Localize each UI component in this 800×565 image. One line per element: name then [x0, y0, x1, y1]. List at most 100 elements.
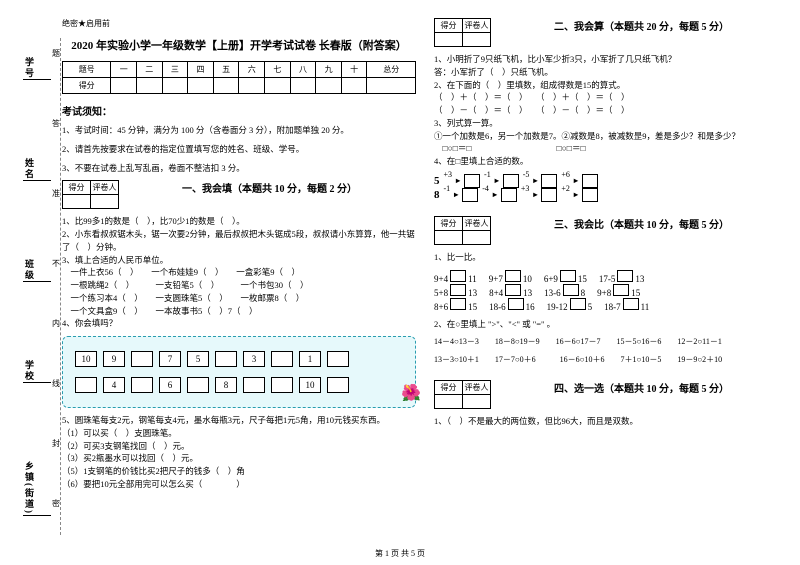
compare-box	[505, 284, 521, 296]
number-cell	[243, 377, 265, 393]
equation-box	[464, 174, 480, 188]
label-underline	[23, 180, 51, 181]
question-line: （1）可以买（ ）支圆珠笔。	[62, 427, 416, 440]
side-char: 不	[52, 258, 60, 269]
label-text: 乡镇(街道)	[23, 461, 36, 515]
question-line: 一根跳绳2（ ） 一支铅笔5（ ） 一个书包30（ ）	[62, 279, 416, 292]
number-cell: 4	[103, 377, 125, 393]
number-row: 1097531	[75, 351, 403, 367]
compare-box	[450, 298, 466, 310]
score-cell: 评卷人	[91, 181, 119, 195]
number-cell	[131, 351, 153, 367]
section-title: 一、我会填（本题共 10 分，每题 2 分）	[123, 180, 416, 195]
compare-item: 8+615	[434, 298, 477, 312]
label-underline	[23, 79, 51, 80]
side-char: 封	[52, 438, 60, 449]
compare-row: 9+4119+7106+91517-513	[434, 270, 788, 284]
score-cell: 评卷人	[463, 216, 491, 230]
binding-label: 姓名	[23, 158, 51, 181]
score-cell: 得分	[63, 181, 91, 195]
score-cell: 评卷人	[463, 19, 491, 33]
compare-subline: 13－3○10＋1 17－7○0＋6 16－6○10＋6 7＋1○10－5 19…	[434, 354, 788, 366]
binding-dashed-line	[60, 38, 61, 535]
score-box: 得分评卷人 一、我会填（本题共 10 分，每题 2 分）	[62, 180, 416, 209]
binding-label: 乡镇(街道)	[23, 461, 51, 516]
compare-box	[508, 298, 524, 310]
compare-row: 5+8138+41313-689+815	[434, 284, 788, 298]
question-line: 3、填上合适的人民币单位。	[62, 254, 416, 267]
number-cell	[271, 351, 293, 367]
number-cell: 8	[215, 377, 237, 393]
teal-number-box: 1097531 46810 🌺	[62, 336, 416, 408]
compare-box	[617, 270, 633, 282]
notice-line: 1、考试时间：45 分钟，满分为 100 分（含卷面分 3 分），附加题单独 2…	[62, 124, 416, 137]
side-char: 答	[52, 118, 60, 129]
label-text: 学校	[23, 360, 36, 382]
question-line: （3）买2瓶墨水可以找回（ ）元。	[62, 452, 416, 465]
number-row: 46810	[75, 377, 403, 393]
section-title: 二、我会算（本题共 20 分，每题 5 分）	[495, 18, 788, 33]
equation-box	[503, 174, 519, 188]
number-cell	[215, 351, 237, 367]
equation-box	[541, 188, 557, 202]
question-line: 答：小军折了（ ）只纸飞机。	[434, 66, 788, 79]
question-line: （5）1支钢笔的价钱比买2把尺子的钱多（ ）角	[62, 465, 416, 478]
label-underline	[23, 281, 51, 282]
binding-label: 班级	[23, 259, 51, 282]
section-title: 三、我会比（本题共 10 分，每题 5 分）	[495, 216, 788, 231]
number-cell: 10	[75, 351, 97, 367]
label-text: 学号	[23, 57, 36, 79]
question-line: （2）可买3支钢笔找回（ ）元。	[62, 440, 416, 453]
side-char: 密	[52, 498, 60, 509]
number-cell: 9	[103, 351, 125, 367]
section-title: 四、选一选（本题共 10 分，每题 5 分）	[495, 380, 788, 395]
label-underline	[23, 382, 51, 383]
question-line: 1、比99多1的数是（ ），比70少1的数是（ ）。	[62, 215, 416, 228]
question-line: （ ）－（ ）＝（ ） （ ）－（ ）＝（ ）	[434, 104, 788, 117]
binding-label: 学号	[23, 57, 51, 80]
number-cell: 3	[243, 351, 265, 367]
compare-item: 9+710	[489, 270, 532, 284]
question-line: 5、圆珠笔每支2元，钢笔每支4元，墨水每瓶3元，尺子每把1元5角，用10元钱买东…	[62, 414, 416, 427]
compare-box	[450, 270, 466, 282]
binding-margin: 题 学号 答 姓名 准 班级 不 内 学校 线 封 乡镇(街道) 密	[12, 18, 62, 555]
compare-item: 9+815	[597, 284, 640, 298]
notice-line: 3、不要在试卷上乱写乱画，卷面不整洁扣 3 分。	[62, 162, 416, 175]
compare-subline: 14－4○13－3 18－8○19－9 16－6○17－7 15－5○16－6 …	[434, 336, 788, 348]
score-cell: 评卷人	[463, 381, 491, 395]
score-cell: 得分	[435, 216, 463, 230]
compare-item: 17-513	[599, 270, 645, 284]
question-line: 一件上衣56（ ） 一个布娃娃9（ ） 一盒彩笔9（ ）	[62, 266, 416, 279]
equation-box	[462, 188, 478, 202]
compare-sub: 2、在○里填上 ">"、"<" 或 "=" 。	[434, 318, 788, 331]
question-line: 2、小东看叔叔锯木头，锯一次要2分钟，最后叔叔把木头锯成5段，叔叔请小东算算，他…	[62, 228, 416, 254]
number-cell: 1	[299, 351, 321, 367]
exam-title: 2020 年实验小学一年级数学【上册】开学考试试卷 长春版（附答案）	[62, 37, 416, 53]
compare-item: 19-125	[547, 298, 593, 312]
side-char: 题	[52, 48, 60, 59]
question-block: 1、比99多1的数是（ ），比70少1的数是（ ）。2、小东看叔叔锯木头，锯一次…	[62, 215, 416, 330]
left-column: 绝密★启用前 2020 年实验小学一年级数学【上册】开学考试试卷 长春版（附答案…	[62, 18, 416, 555]
score-box: 得分评卷人 二、我会算（本题共 20 分，每题 5 分）	[434, 18, 788, 47]
compare-box	[570, 298, 586, 310]
number-cell	[187, 377, 209, 393]
equation-box	[501, 188, 517, 202]
score-box: 得分评卷人 三、我会比（本题共 10 分，每题 5 分）	[434, 216, 788, 245]
number-cell: 10	[299, 377, 321, 393]
question-line: ①一个加数是6，另一个加数是7。②减数是8，被减数昰9，差是多少？和是多少？	[434, 130, 788, 143]
compare-block: 9+4119+7106+91517-5135+8138+41313-689+81…	[434, 270, 788, 312]
equation-block: 5+3▸-1▸-5▸+6▸8-1▸-4▸+3▸+2▸	[434, 174, 788, 202]
content-area: 绝密★启用前 2020 年实验小学一年级数学【上册】开学考试试卷 长春版（附答案…	[62, 18, 788, 555]
number-cell	[327, 377, 349, 393]
equation-box	[582, 188, 598, 202]
number-cell	[75, 377, 97, 393]
compare-item: 13-68	[544, 284, 585, 298]
number-cell: 5	[187, 351, 209, 367]
notice-line: 2、请首先按要求在试卷的指定位置填写您的姓名、班级、学号。	[62, 143, 416, 156]
question-line: 一个练习本4（ ） 一支圆珠笔5（ ） 一枚邮票8（ ）	[62, 292, 416, 305]
compare-box	[505, 270, 521, 282]
question-line: 1、（ ）不是最大的两位数，但比96大，而且是双数。	[434, 415, 788, 428]
secret-label: 绝密★启用前	[62, 18, 416, 29]
score-cell: 得分	[435, 381, 463, 395]
compare-item: 18-616	[489, 298, 535, 312]
